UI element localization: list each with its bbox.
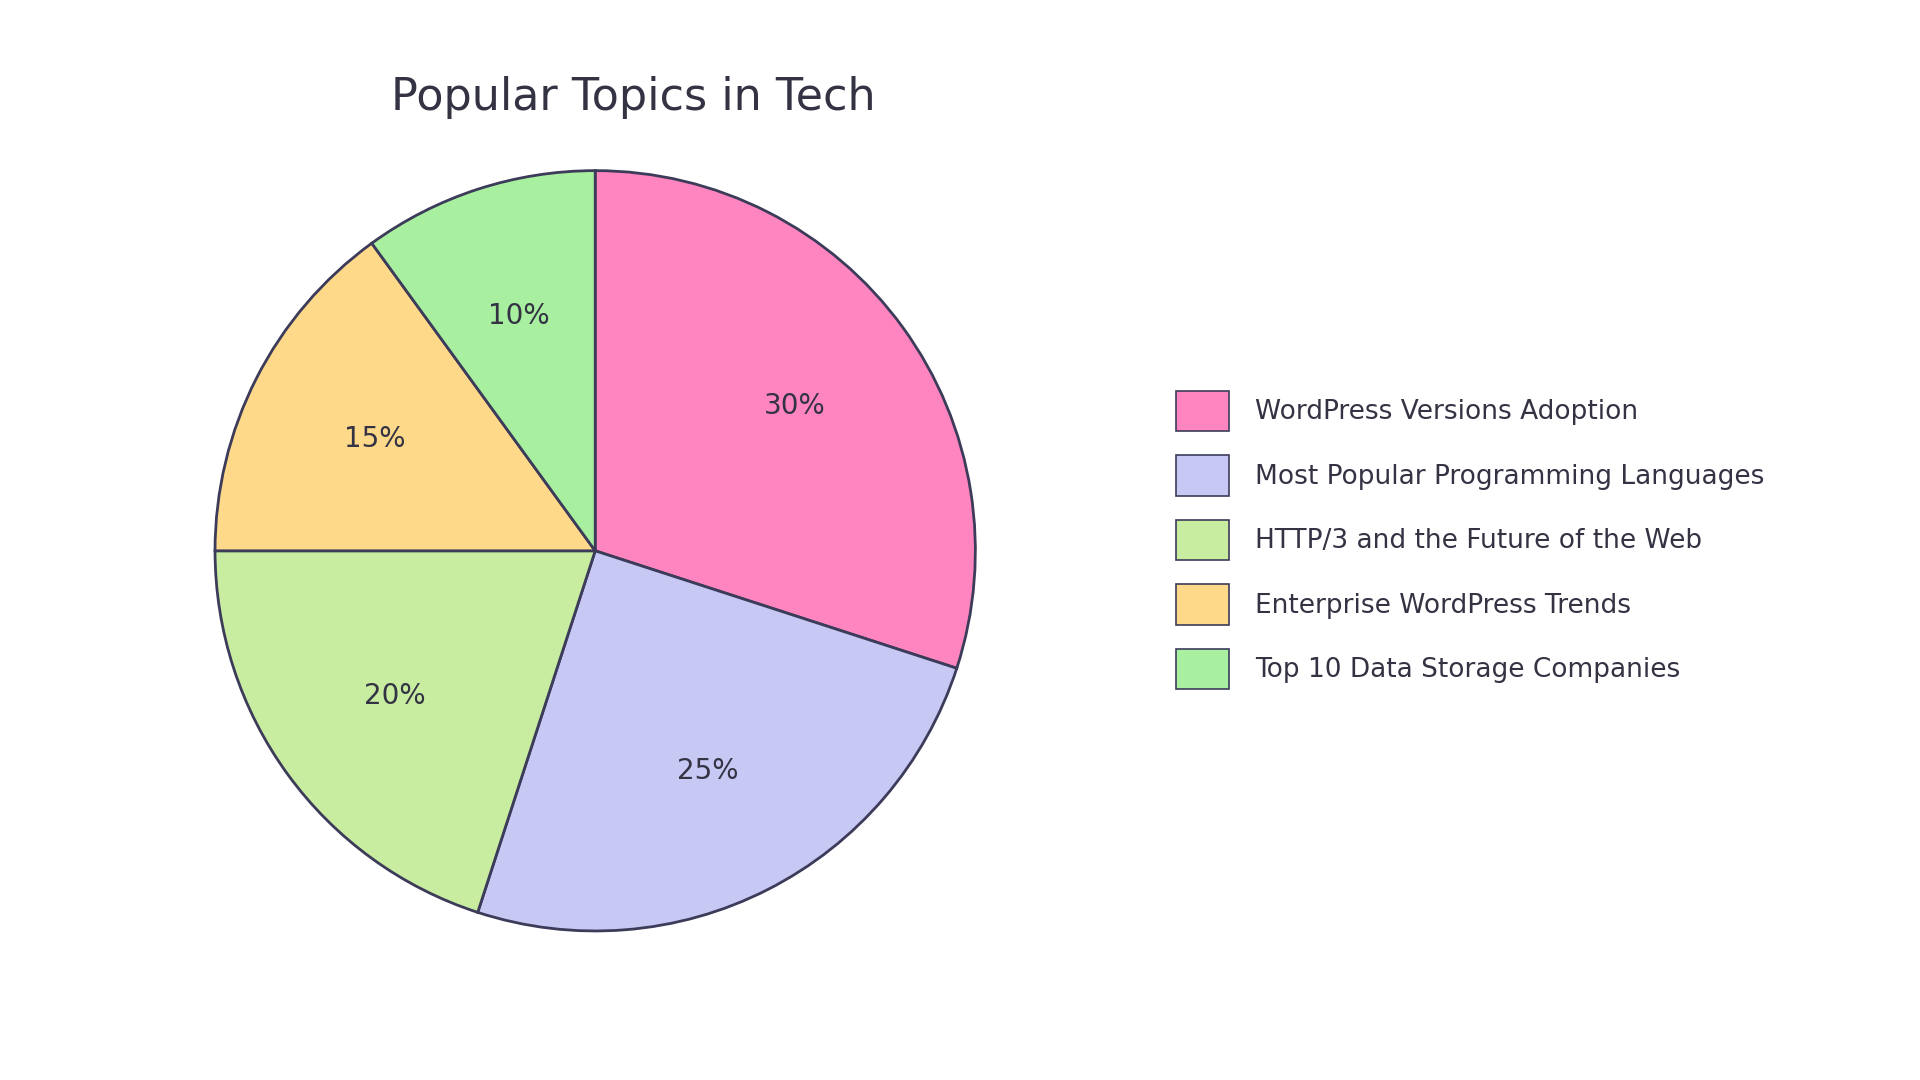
Text: 20%: 20% [365, 683, 426, 710]
Wedge shape [215, 243, 595, 551]
Text: 15%: 15% [344, 424, 405, 453]
Text: 25%: 25% [676, 757, 737, 785]
Wedge shape [595, 171, 975, 669]
Wedge shape [478, 551, 956, 931]
Legend: WordPress Versions Adoption, Most Popular Programming Languages, HTTP/3 and the : WordPress Versions Adoption, Most Popula… [1165, 380, 1774, 700]
Text: 10%: 10% [488, 301, 549, 329]
Wedge shape [372, 171, 595, 551]
Text: 30%: 30% [764, 392, 826, 419]
Wedge shape [215, 551, 595, 913]
Text: Popular Topics in Tech: Popular Topics in Tech [392, 76, 876, 119]
